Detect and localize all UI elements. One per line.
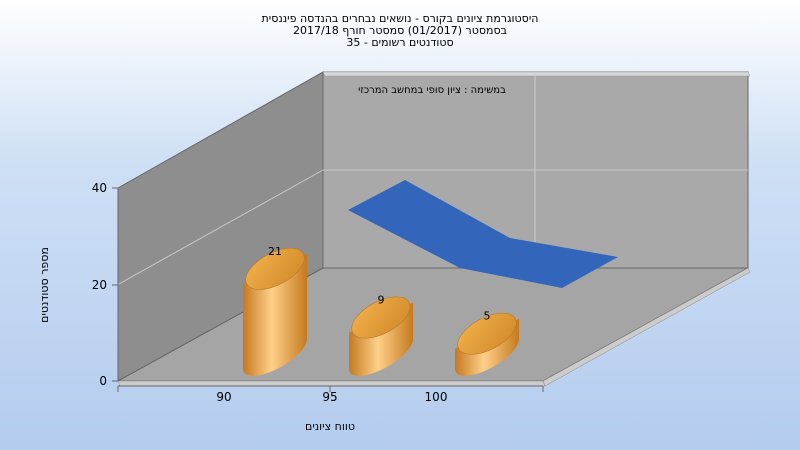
data-label: 21 — [268, 245, 282, 258]
bars-group — [243, 248, 519, 376]
bar — [455, 312, 519, 376]
chart-title-line-2: בסמסטר (01/2017) סמסטר חורף 2017/18 — [293, 24, 507, 37]
bar — [243, 248, 307, 376]
area-series-ribbon — [348, 180, 618, 288]
y-tick-label: 20 — [92, 278, 107, 292]
y-axis-title: מספר סטודנטים — [38, 247, 51, 323]
data-label: 9 — [378, 294, 385, 307]
x-tick-label: 100 — [425, 390, 448, 404]
y-tick-label: 0 — [99, 374, 107, 388]
bar — [349, 296, 413, 376]
x-axis: 90 95 100 — [117, 385, 544, 404]
x-tick-label: 90 — [216, 390, 231, 404]
gridline — [117, 169, 324, 285]
y-tick-label: 40 — [92, 181, 107, 195]
x-tick-label: 95 — [322, 390, 337, 404]
x-axis-title: טווח ציונים — [305, 420, 355, 433]
chart-title-line-3: סטודנטים רשומים - 35 — [346, 36, 454, 49]
data-labels-group: 21 9 5 — [268, 245, 491, 323]
y-axis: 40 20 0 — [92, 181, 119, 388]
data-label: 5 — [484, 310, 491, 323]
back-wall-label: במשימה : ציון סופי במחשב המרכזי — [358, 85, 506, 96]
front-edge — [117, 380, 546, 387]
top-edge — [322, 71, 751, 77]
chart-title-line-1: היסטוגרמת ציונים בקורס - נושאים נבחרים ב… — [261, 12, 539, 25]
